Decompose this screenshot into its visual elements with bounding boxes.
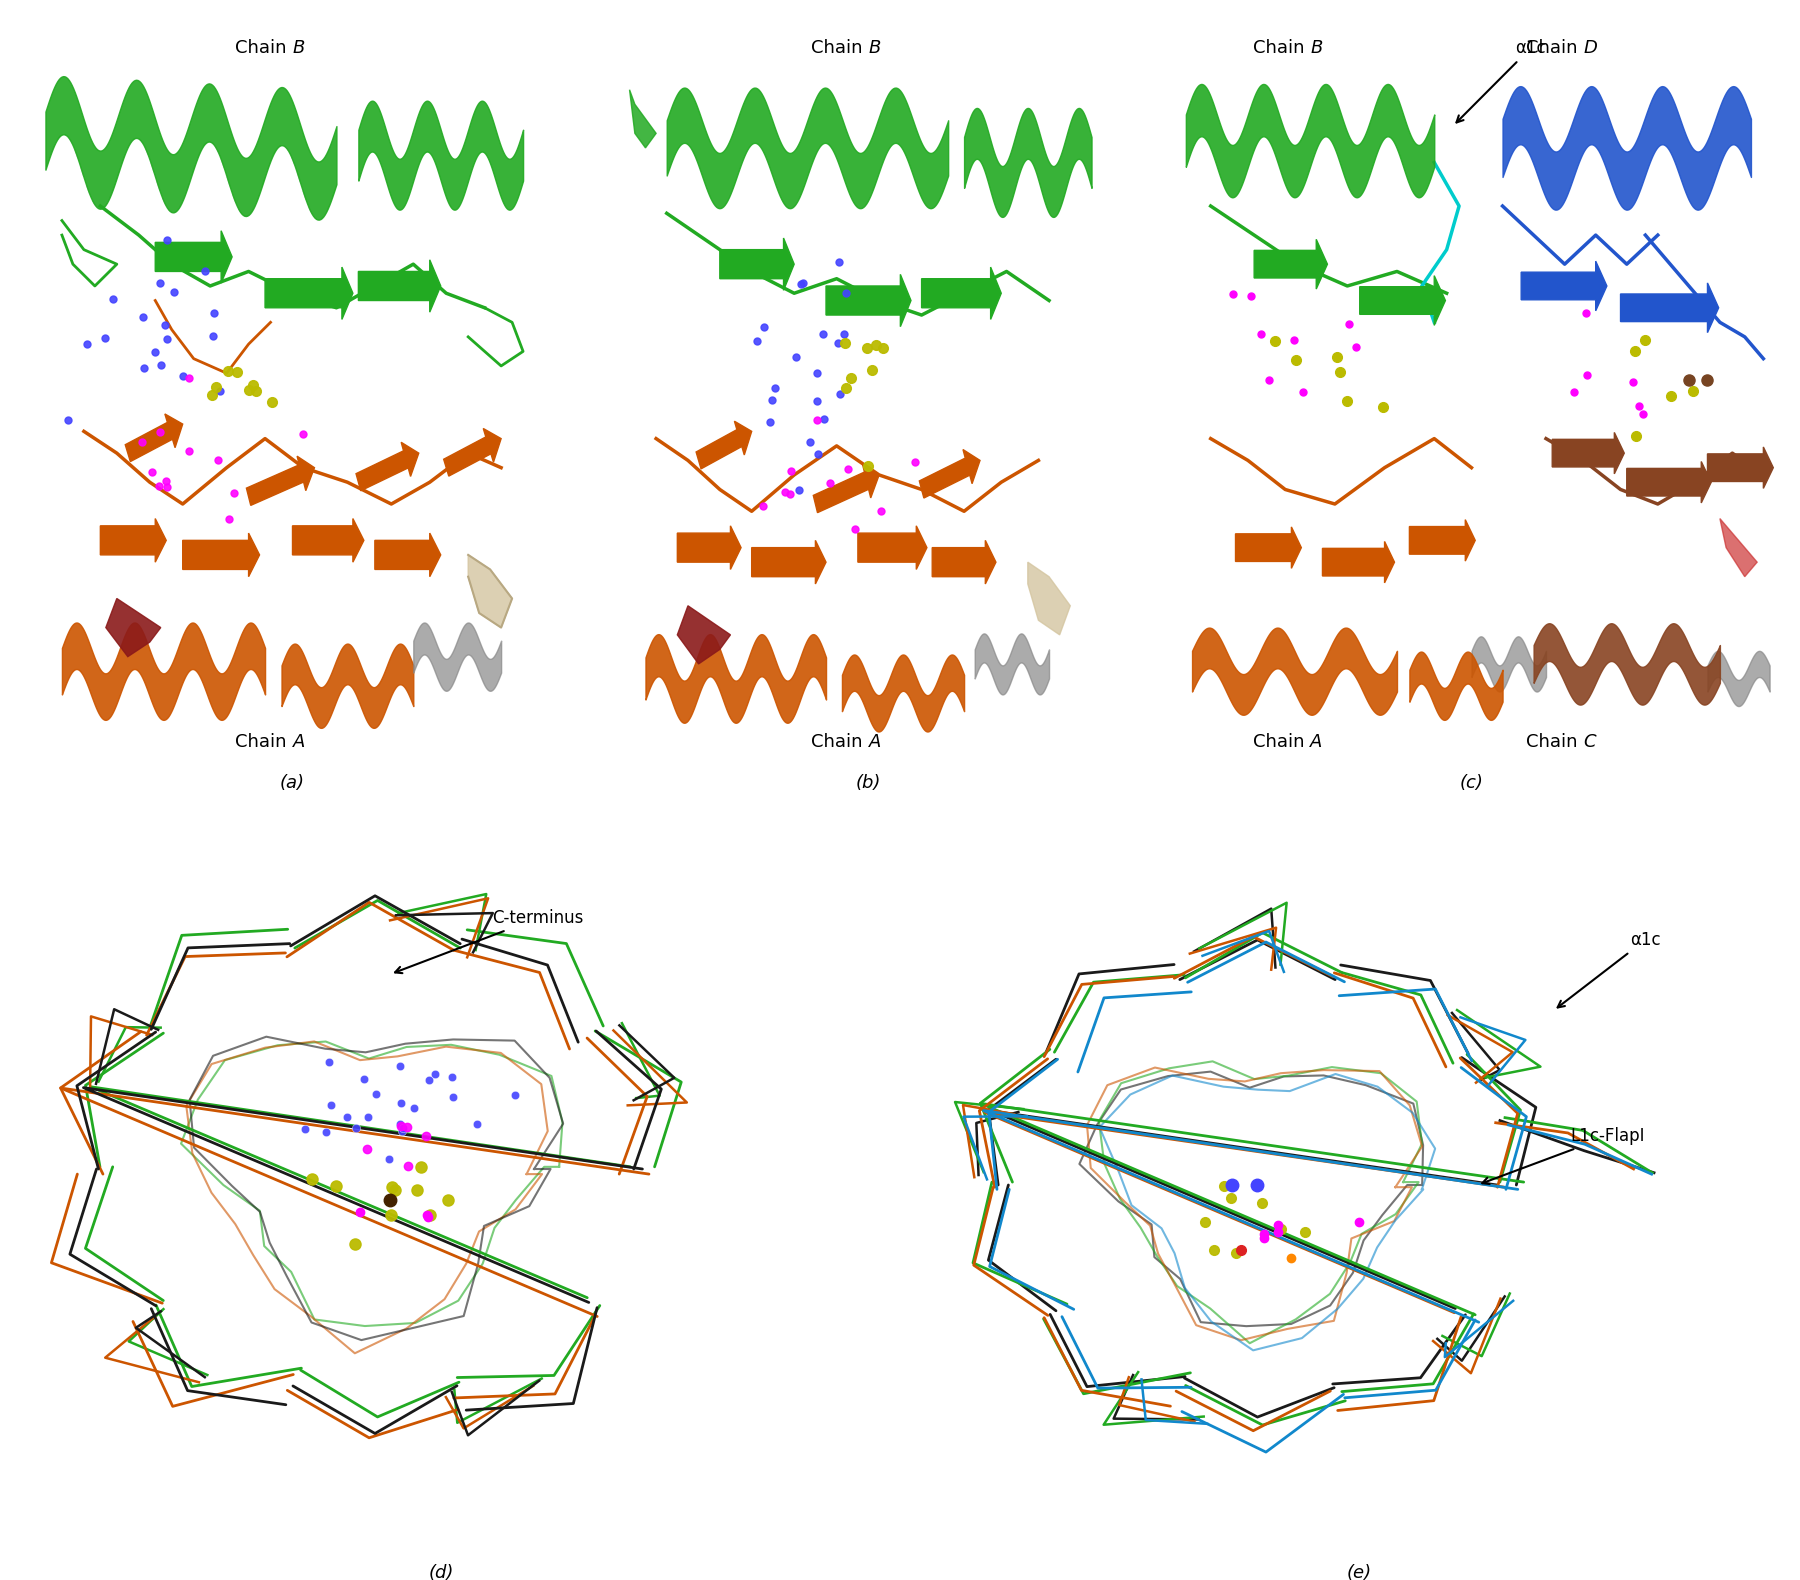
Text: Chain: Chain	[812, 733, 868, 750]
FancyArrow shape	[677, 526, 742, 569]
Text: B: B	[1310, 40, 1323, 57]
FancyArrow shape	[1627, 461, 1712, 502]
FancyArrow shape	[932, 540, 995, 585]
FancyArrow shape	[126, 414, 184, 461]
FancyArrow shape	[1620, 283, 1719, 333]
FancyArrow shape	[1521, 261, 1607, 311]
Text: Chain: Chain	[236, 40, 292, 57]
Text: α1c: α1c	[1456, 40, 1546, 123]
FancyArrow shape	[1255, 239, 1327, 289]
FancyArrow shape	[922, 267, 1001, 319]
FancyArrow shape	[247, 457, 315, 506]
Polygon shape	[1028, 562, 1071, 635]
Text: A: A	[868, 733, 880, 750]
Text: α1c: α1c	[1557, 931, 1660, 1008]
Text: Chain: Chain	[1526, 40, 1584, 57]
FancyArrow shape	[826, 275, 911, 327]
FancyArrow shape	[155, 231, 232, 283]
FancyArrow shape	[356, 442, 419, 491]
Text: Chain: Chain	[1526, 733, 1584, 750]
Text: Chain: Chain	[1253, 733, 1310, 750]
FancyArrow shape	[697, 422, 752, 469]
Text: Chain: Chain	[812, 40, 868, 57]
FancyArrow shape	[720, 239, 794, 291]
FancyArrow shape	[1359, 275, 1445, 325]
Polygon shape	[106, 599, 160, 657]
FancyArrow shape	[101, 518, 166, 562]
Text: C-terminus: C-terminus	[394, 910, 583, 973]
FancyArrow shape	[1708, 447, 1773, 488]
Text: A: A	[1310, 733, 1323, 750]
Text: (a): (a)	[281, 774, 304, 792]
Text: (e): (e)	[1346, 1564, 1372, 1580]
Text: Chain: Chain	[1253, 40, 1310, 57]
Polygon shape	[630, 90, 655, 149]
Text: D: D	[1584, 40, 1597, 57]
FancyArrow shape	[859, 526, 927, 569]
Polygon shape	[677, 605, 731, 664]
FancyArrow shape	[752, 540, 826, 585]
Text: (d): (d)	[428, 1564, 454, 1580]
FancyArrow shape	[443, 428, 500, 476]
FancyArrow shape	[184, 532, 259, 577]
FancyArrow shape	[1552, 433, 1624, 474]
Text: Chain: Chain	[236, 733, 292, 750]
Text: (b): (b)	[855, 774, 882, 792]
FancyArrow shape	[292, 518, 364, 562]
Polygon shape	[1721, 518, 1757, 577]
Polygon shape	[468, 555, 513, 627]
Text: A: A	[292, 733, 304, 750]
FancyArrow shape	[920, 450, 979, 498]
Text: (c): (c)	[1460, 774, 1483, 792]
Text: B: B	[292, 40, 304, 57]
FancyArrow shape	[1409, 520, 1476, 561]
Text: B: B	[868, 40, 880, 57]
FancyArrow shape	[358, 259, 441, 313]
FancyArrow shape	[374, 532, 441, 577]
FancyArrow shape	[1323, 542, 1395, 583]
FancyArrow shape	[1235, 526, 1301, 569]
FancyArrow shape	[814, 463, 878, 512]
Text: L1c-FlapI: L1c-FlapI	[1481, 1128, 1645, 1183]
Text: C: C	[1584, 733, 1597, 750]
FancyArrow shape	[265, 267, 353, 319]
